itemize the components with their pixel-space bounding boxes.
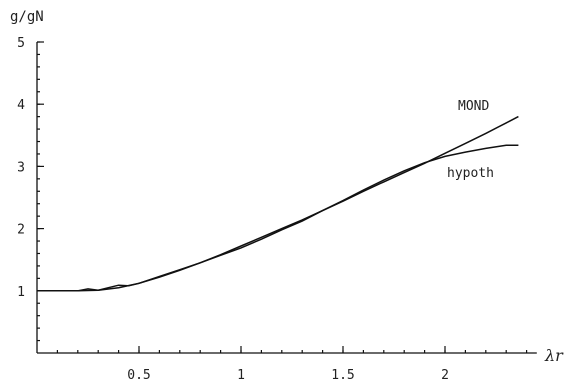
y-tick-label: 2	[17, 223, 25, 238]
series-line-hypoth	[37, 144, 519, 292]
series-label-mond: MOND	[458, 99, 489, 114]
x-axis-title: λr	[544, 346, 564, 365]
x-tick-label: 0.5	[127, 368, 150, 383]
series-line-mond	[37, 115, 519, 292]
ticks: 0.5 1 1.5 2 1 2 3 4 5	[17, 36, 528, 383]
axes	[36, 42, 537, 354]
y-axis-title: g/gN	[10, 9, 44, 25]
x-tick-label: 1.5	[331, 368, 354, 383]
series-lines	[37, 115, 519, 292]
x-tick-label: 2	[441, 368, 449, 383]
series-label-hypoth: hypoth	[447, 166, 494, 181]
y-tick-label: 3	[17, 160, 25, 175]
x-tick-label: 1	[237, 368, 245, 383]
y-tick-label: 5	[17, 36, 25, 51]
y-tick-label: 1	[17, 285, 25, 300]
y-tick-label: 4	[17, 98, 25, 113]
